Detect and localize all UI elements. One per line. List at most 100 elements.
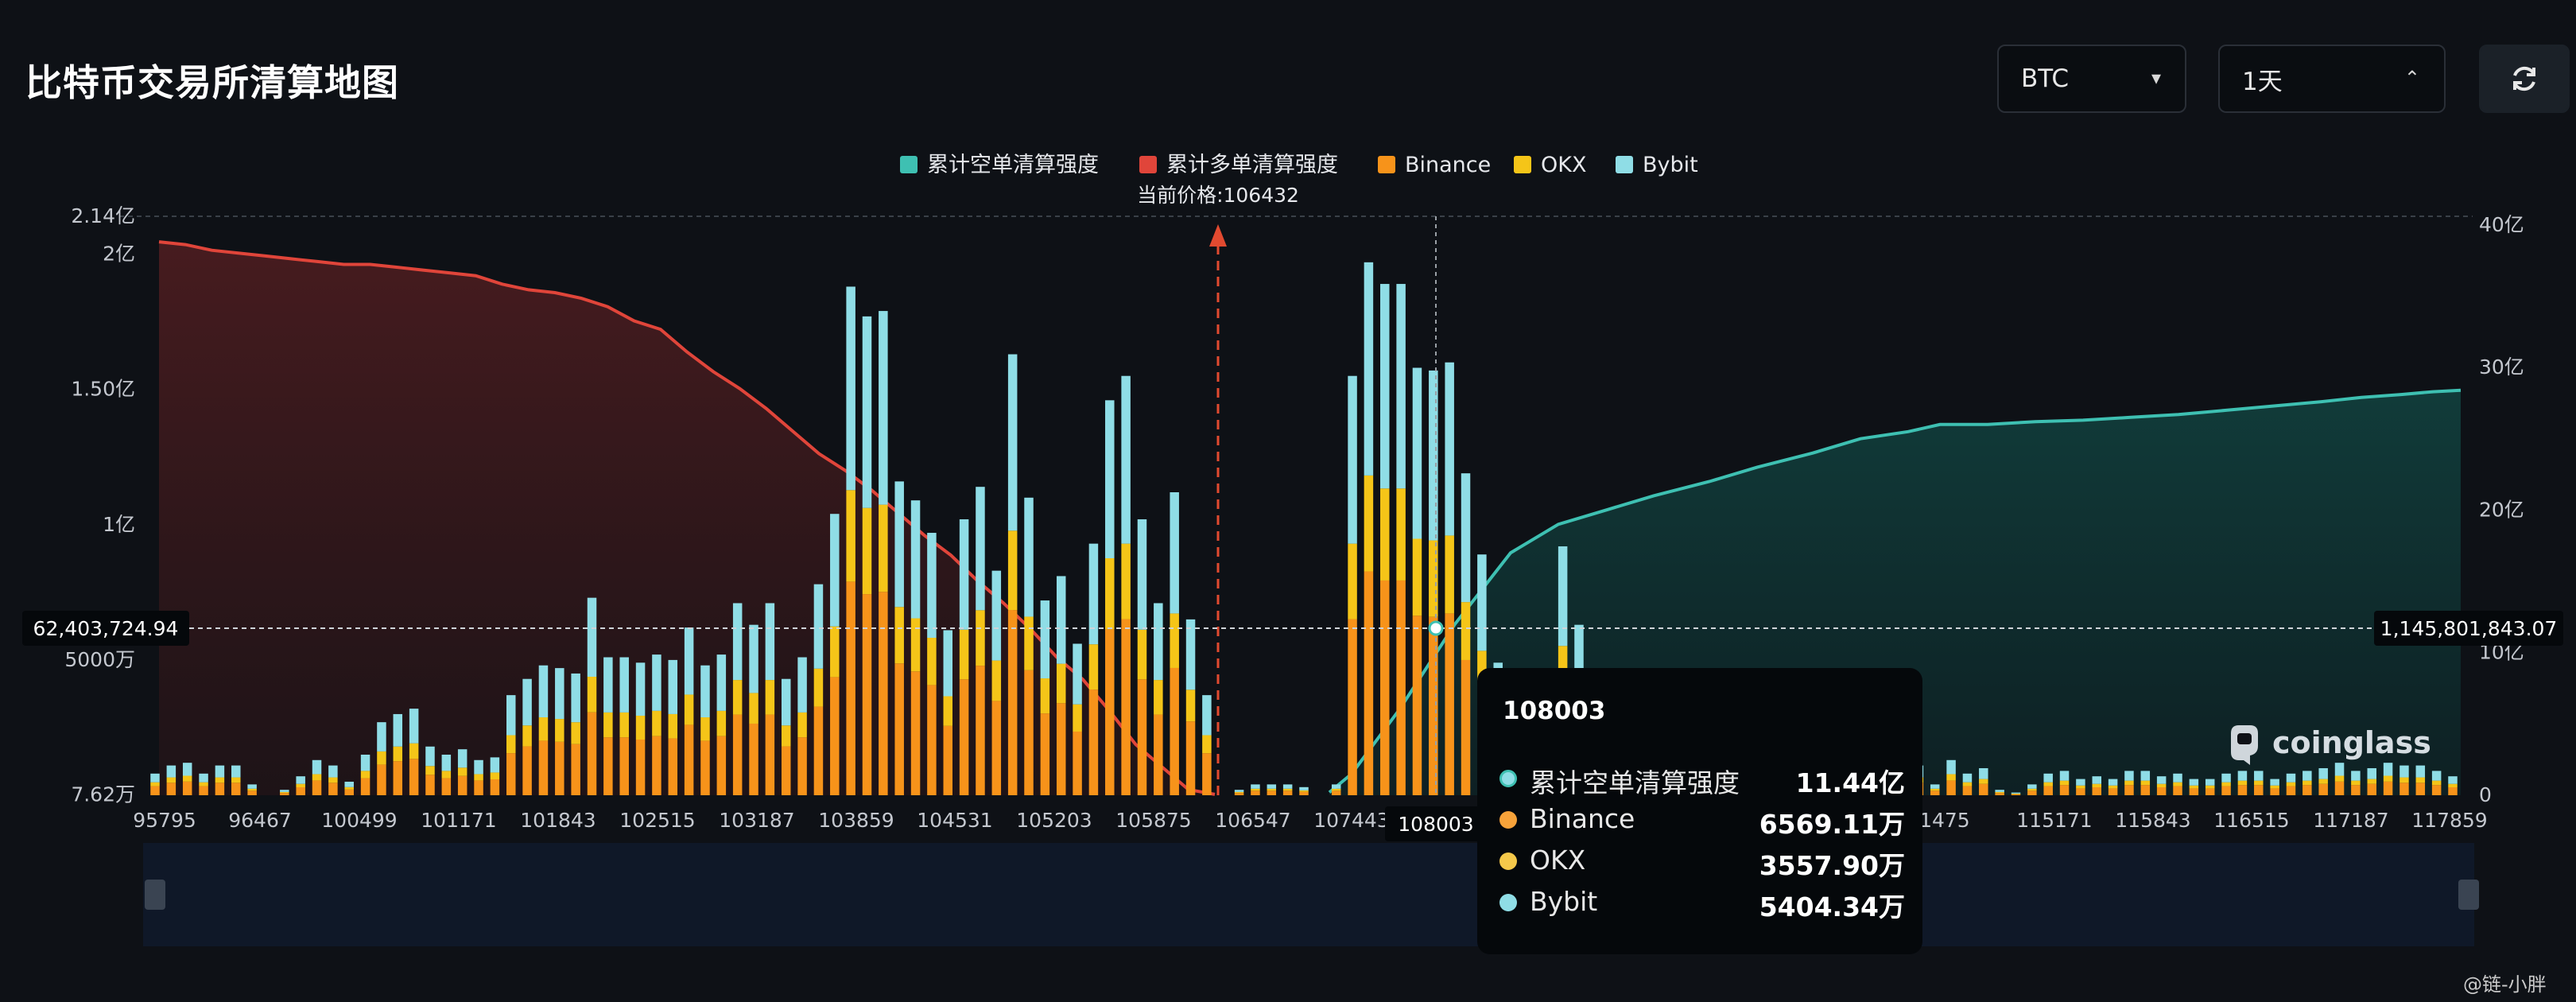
bar-bybit [1234, 790, 1244, 792]
time-range-value: 1天 [2242, 67, 2283, 96]
bar-bybit [182, 763, 192, 776]
bar-bybit [684, 627, 694, 695]
tooltip-row-bybit: Bybit 5404.34万 [1499, 886, 1905, 922]
legend-swatch [1378, 156, 1395, 173]
crosshair-left-value: 62,403,724.94 [33, 617, 179, 640]
bar-bybit [296, 776, 305, 784]
bar-binance [2286, 786, 2296, 795]
bar-bybit [910, 500, 921, 619]
bar-bybit [2124, 771, 2134, 781]
coin-select[interactable]: BTC ▾ [1997, 45, 2186, 113]
bar-okx [781, 725, 791, 747]
tooltip-label: 累计空单清算强度 [1530, 767, 1740, 798]
bar-okx [1445, 535, 1454, 614]
bar-bybit [2318, 767, 2328, 779]
bar-binance [150, 786, 160, 795]
bar-bybit [765, 603, 775, 681]
bar-okx [393, 746, 403, 762]
legend-swatch [1616, 156, 1633, 173]
bar-okx [1348, 543, 1357, 619]
right-axis-tick: 0 [2479, 783, 2492, 806]
bar-bybit [1121, 375, 1131, 544]
bar-binance [377, 764, 386, 795]
bar-okx [1331, 788, 1341, 791]
bar-bybit [1380, 284, 1390, 489]
bar-bybit [1364, 262, 1374, 476]
bar-binance [830, 677, 840, 795]
bar-binance [1202, 753, 1212, 795]
left-axis-tick: 5000万 [64, 648, 135, 671]
x-axis-tick: 103859 [818, 809, 894, 832]
x-axis-tick: 117187 [2313, 809, 2388, 832]
bar-binance [1412, 616, 1422, 795]
bar-okx [2124, 780, 2134, 786]
bar-okx [490, 772, 500, 779]
left-axis-tick: 7.62万 [71, 783, 135, 806]
bar-okx [879, 504, 888, 592]
bar-bybit [927, 533, 937, 639]
bar-bybit [1429, 370, 1438, 541]
tooltip-row-okx: OKX 3557.90万 [1499, 845, 1905, 881]
bar-binance [344, 789, 354, 795]
bar-bybit [328, 765, 338, 778]
bar-okx [2383, 775, 2393, 782]
bar-bybit [700, 665, 710, 718]
bar-okx [603, 712, 613, 738]
crosshair-point [1428, 620, 1444, 636]
bar-binance [1105, 629, 1115, 795]
bar-binance [2205, 788, 2215, 795]
bar-binance [393, 761, 403, 795]
bar-binance [2270, 788, 2279, 795]
bar-okx [231, 777, 241, 783]
bar-okx [1299, 790, 1309, 792]
bar-binance [1348, 619, 1357, 795]
bar-bybit [2027, 784, 2037, 789]
bar-binance [2173, 786, 2182, 795]
time-range-select[interactable]: 1天 ⌃ [2218, 45, 2446, 113]
refresh-button[interactable] [2479, 45, 2570, 113]
coin-select-value: BTC [2021, 64, 2070, 93]
long-cum-line [158, 240, 1216, 796]
bar-okx [2108, 785, 2118, 789]
bar-binance [1946, 780, 1956, 795]
bar-okx [280, 791, 289, 794]
bar-binance [2302, 785, 2312, 795]
bar-binance [1396, 580, 1406, 795]
refresh-icon [2513, 66, 2535, 91]
bar-binance [2351, 785, 2361, 795]
bar-binance [1930, 790, 1940, 795]
x-axis-tick: 101171 [421, 809, 496, 832]
bar-bybit [1574, 624, 1584, 693]
bar-bybit [1962, 773, 1973, 783]
bar-okx [1121, 543, 1131, 619]
bar-binance [1364, 571, 1374, 795]
bar-okx [2415, 777, 2426, 783]
bar-okx [1930, 788, 1940, 791]
bar-bybit [199, 773, 208, 783]
coinglass-logo: coinglass [2272, 725, 2431, 760]
bar-bybit [1396, 284, 1406, 489]
bar-okx [2059, 780, 2070, 786]
bar-bybit [668, 659, 678, 714]
bar-binance [879, 592, 888, 795]
bar-bybit [1251, 784, 1260, 789]
bar-okx [150, 782, 160, 786]
bar-okx [215, 777, 225, 783]
bar-okx [2189, 785, 2199, 789]
bar-okx [166, 777, 177, 783]
bar-binance [2043, 786, 2053, 795]
bar-bybit [1088, 543, 1099, 645]
bar-binance [716, 736, 727, 795]
bar-bybit [1056, 576, 1066, 664]
zoom-slider-track [143, 843, 2474, 946]
bar-bybit [360, 754, 370, 771]
bar-bybit [1282, 784, 1293, 789]
bar-binance [506, 753, 516, 795]
bar-binance [2367, 783, 2376, 795]
bar-okx [1137, 629, 1147, 680]
bar-binance [409, 759, 419, 795]
caret-down-icon: ▾ [2151, 67, 2161, 89]
bar-okx [1461, 602, 1471, 660]
bar-okx [1073, 704, 1082, 732]
bar-okx [2334, 775, 2345, 782]
